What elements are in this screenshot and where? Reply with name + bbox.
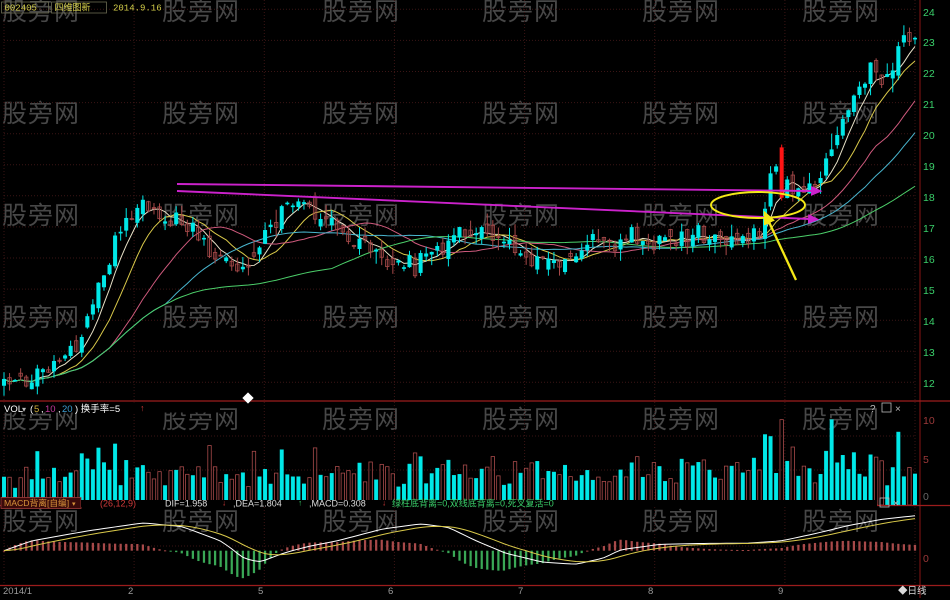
svg-text:MACD背离[自编]: MACD背离[自编] [4, 497, 69, 508]
svg-text:12: 12 [923, 378, 935, 390]
svg-text:↑: ↑ [140, 403, 145, 413]
svg-text:13: 13 [923, 347, 935, 359]
svg-text:23: 23 [923, 37, 935, 49]
svg-text:×: × [893, 499, 899, 510]
svg-text:▾: ▾ [22, 405, 26, 414]
svg-text:↓: ↓ [382, 499, 386, 508]
svg-text:10: 10 [923, 415, 935, 427]
svg-text:21: 21 [923, 99, 935, 111]
svg-text:6: 6 [388, 586, 393, 597]
svg-text:8: 8 [648, 586, 653, 597]
svg-text:,DEA=1.804: ,DEA=1.804 [233, 499, 282, 509]
svg-text:↑: ↑ [298, 499, 302, 508]
svg-text:绿柱底背离=0,双线底背离=0,死叉复活=0: 绿柱底背离=0,双线底背离=0,死叉复活=0 [392, 498, 554, 509]
svg-text:0: 0 [923, 553, 929, 565]
svg-text:20: 20 [62, 404, 73, 415]
svg-text:) 换手率=5: ) 换手率=5 [75, 403, 120, 415]
svg-text:,: , [41, 404, 44, 415]
svg-text:10: 10 [45, 404, 56, 415]
svg-text:2014.9.16: 2014.9.16 [113, 4, 162, 14]
svg-text:5: 5 [34, 404, 39, 415]
svg-text:▾: ▾ [72, 501, 76, 508]
svg-text:DIF=1.958: DIF=1.958 [165, 499, 207, 509]
svg-text:15: 15 [923, 285, 935, 297]
svg-text:16: 16 [923, 254, 935, 266]
svg-text:◆日线: ◆日线 [898, 585, 927, 597]
svg-text:17: 17 [923, 223, 935, 235]
svg-text:20: 20 [923, 130, 935, 142]
svg-text:VOL: VOL [4, 404, 23, 415]
svg-text:24: 24 [923, 7, 935, 19]
svg-text:7: 7 [518, 586, 523, 597]
svg-text:↓: ↓ [222, 499, 226, 508]
svg-text:9: 9 [778, 586, 783, 597]
svg-text:,MACD=0.308: ,MACD=0.308 [309, 499, 366, 509]
svg-text:,: , [58, 404, 61, 415]
svg-text:2: 2 [128, 586, 133, 597]
svg-text:22: 22 [923, 68, 935, 80]
svg-text:19: 19 [923, 161, 935, 173]
svg-text:0: 0 [923, 491, 929, 503]
svg-text:5: 5 [258, 586, 263, 597]
svg-text:14: 14 [923, 316, 935, 328]
svg-text:5: 5 [923, 454, 929, 466]
svg-text:(26,12,9): (26,12,9) [100, 499, 136, 509]
svg-text:四维图新: 四维图新 [55, 2, 91, 13]
svg-text:2014/1: 2014/1 [3, 586, 32, 597]
svg-text:?: ? [870, 404, 876, 415]
svg-text:002405: 002405 [5, 4, 37, 14]
svg-text:18: 18 [923, 192, 935, 204]
svg-text:×: × [895, 404, 901, 415]
